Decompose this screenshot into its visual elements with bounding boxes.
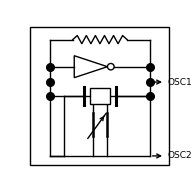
Text: OSC1: OSC1 bbox=[167, 78, 192, 87]
Text: OSC2: OSC2 bbox=[167, 151, 192, 160]
Bar bbox=[90, 88, 110, 104]
